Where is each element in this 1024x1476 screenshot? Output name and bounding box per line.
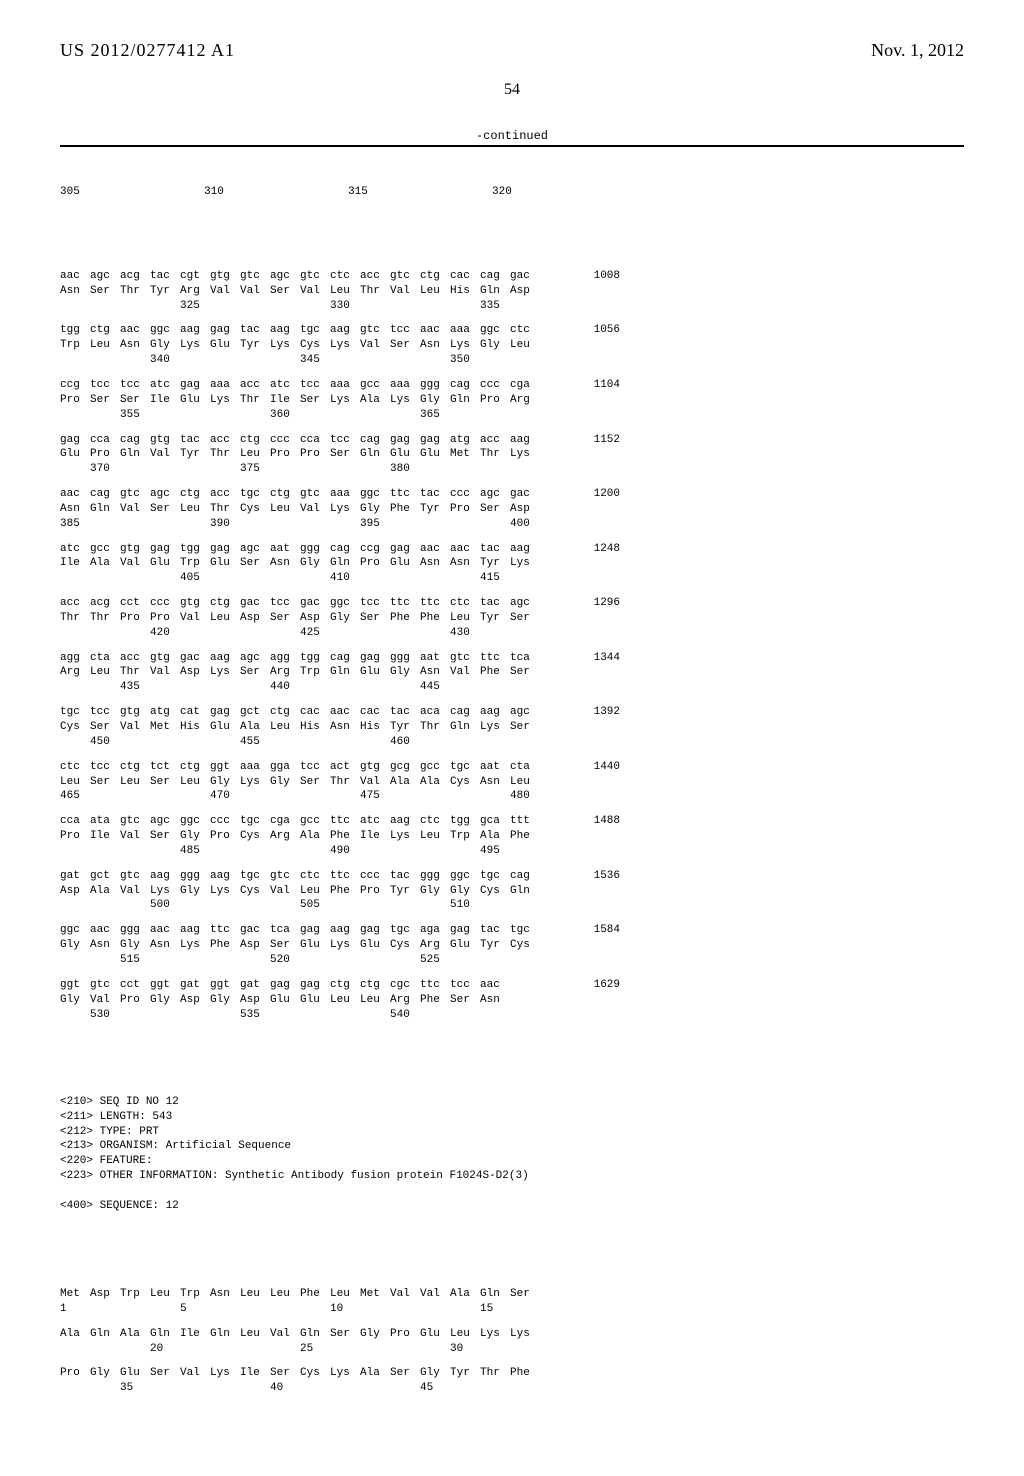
protein-row: ProGlyGluSerValLysIleSerCysLysAlaSerGlyT…: [60, 1366, 964, 1396]
sequence-row: atcgccgtggagtgggagagcaatgggcagccggagaaca…: [60, 542, 964, 587]
sequence-row: ggcaacgggaacaagttcgactcagagaaggagtgcagag…: [60, 923, 964, 968]
sequence-row: ccgtcctccatcgagaaaaccatctccaaagccaaagggc…: [60, 378, 964, 423]
sequence-row: aggctaaccgtggacaagagcaggtggcaggaggggaatg…: [60, 651, 964, 696]
horizontal-rule: [60, 145, 964, 147]
publication-number: US 2012/0277412 A1: [60, 40, 235, 61]
sequence-metadata: <210> SEQ ID NO 12 <211> LENGTH: 543 <21…: [60, 1095, 964, 1214]
sequence-row: tggctgaacggcaaggagtacaagtgcaaggtctccaaca…: [60, 323, 964, 368]
protein-row: AlaGlnAlaGlnIleGlnLeuValGlnSerGlyProGluL…: [60, 1327, 964, 1357]
continued-label: -continued: [60, 129, 964, 143]
page-number: 54: [60, 81, 964, 99]
sequence-row: ggtgtccctggtgatggtgatgaggagctgctgcgcttct…: [60, 978, 964, 1023]
sequence-row: ccaatagtcagcggcccctgccgagccttcatcaagctct…: [60, 814, 964, 859]
publication-date: Nov. 1, 2012: [871, 40, 964, 61]
sequence-listing: 305310315320 aacagcacgtaccgtgtggtcagcgtc…: [60, 155, 964, 1436]
page-header: US 2012/0277412 A1 Nov. 1, 2012: [60, 40, 964, 61]
sequence-row: gagccacaggtgtacaccctgcccccatcccaggaggaga…: [60, 433, 964, 478]
sequence-row: accacgcctcccgtgctggactccgacggctccttcttcc…: [60, 596, 964, 641]
sequence-row: gatgctgtcaaggggaagtgcgtcctcttcccctacgggg…: [60, 869, 964, 914]
sequence-row: aaccaggtcagcctgacctgcctggtcaaaggcttctacc…: [60, 487, 964, 532]
protein-row: MetAspTrpLeuTrpAsnLeuLeuPheLeuMetValValA…: [60, 1287, 964, 1317]
sequence-row: tgctccgtgatgcatgaggctctgcacaaccactacacac…: [60, 705, 964, 750]
sequence-row: ctctccctgtctctgggtaaaggatccactgtggcggcct…: [60, 760, 964, 805]
top-position-line: 305310315320: [60, 185, 964, 200]
sequence-row: aacagcacgtaccgtgtggtcagcgtcctcaccgtcctgc…: [60, 269, 964, 314]
